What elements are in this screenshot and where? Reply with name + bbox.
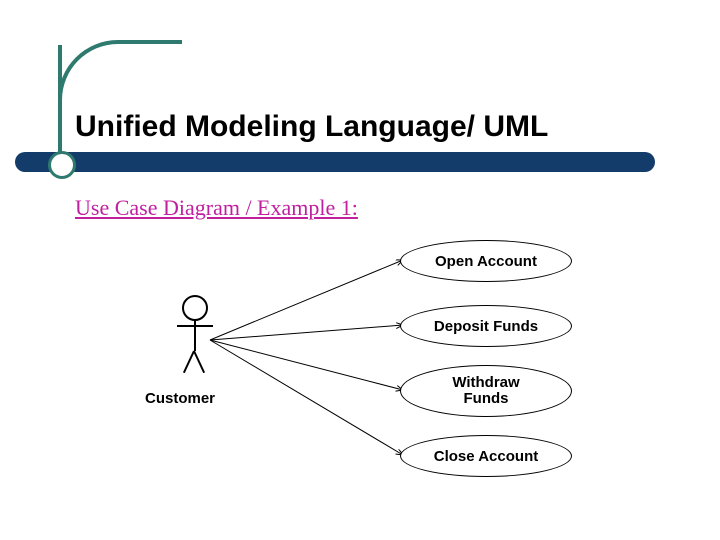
slide: Unified Modeling Language/ UML Use Case … bbox=[0, 0, 720, 540]
usecase-label: WithdrawFunds bbox=[452, 375, 519, 408]
actor-head-icon bbox=[182, 295, 208, 321]
decor-dot bbox=[48, 151, 76, 179]
actor-customer bbox=[165, 295, 225, 375]
usecase-deposit-funds: Deposit Funds bbox=[400, 305, 572, 347]
actor-label: Customer bbox=[145, 390, 215, 407]
usecase-open-account: Open Account bbox=[400, 240, 572, 282]
actor-arms-icon bbox=[177, 325, 213, 327]
usecase-close-account: Close Account bbox=[400, 435, 572, 477]
actor-legs-icon bbox=[177, 351, 213, 375]
decor-vline bbox=[58, 45, 62, 155]
subtitle: Use Case Diagram / Example 1: bbox=[75, 195, 358, 221]
page-title: Unified Modeling Language/ UML bbox=[75, 110, 548, 144]
decor-arc bbox=[58, 40, 182, 114]
title-bar bbox=[15, 152, 655, 172]
usecase-withdraw-funds: WithdrawFunds bbox=[400, 365, 572, 417]
use-case-diagram: Customer Open Account Deposit Funds With… bbox=[105, 230, 600, 500]
